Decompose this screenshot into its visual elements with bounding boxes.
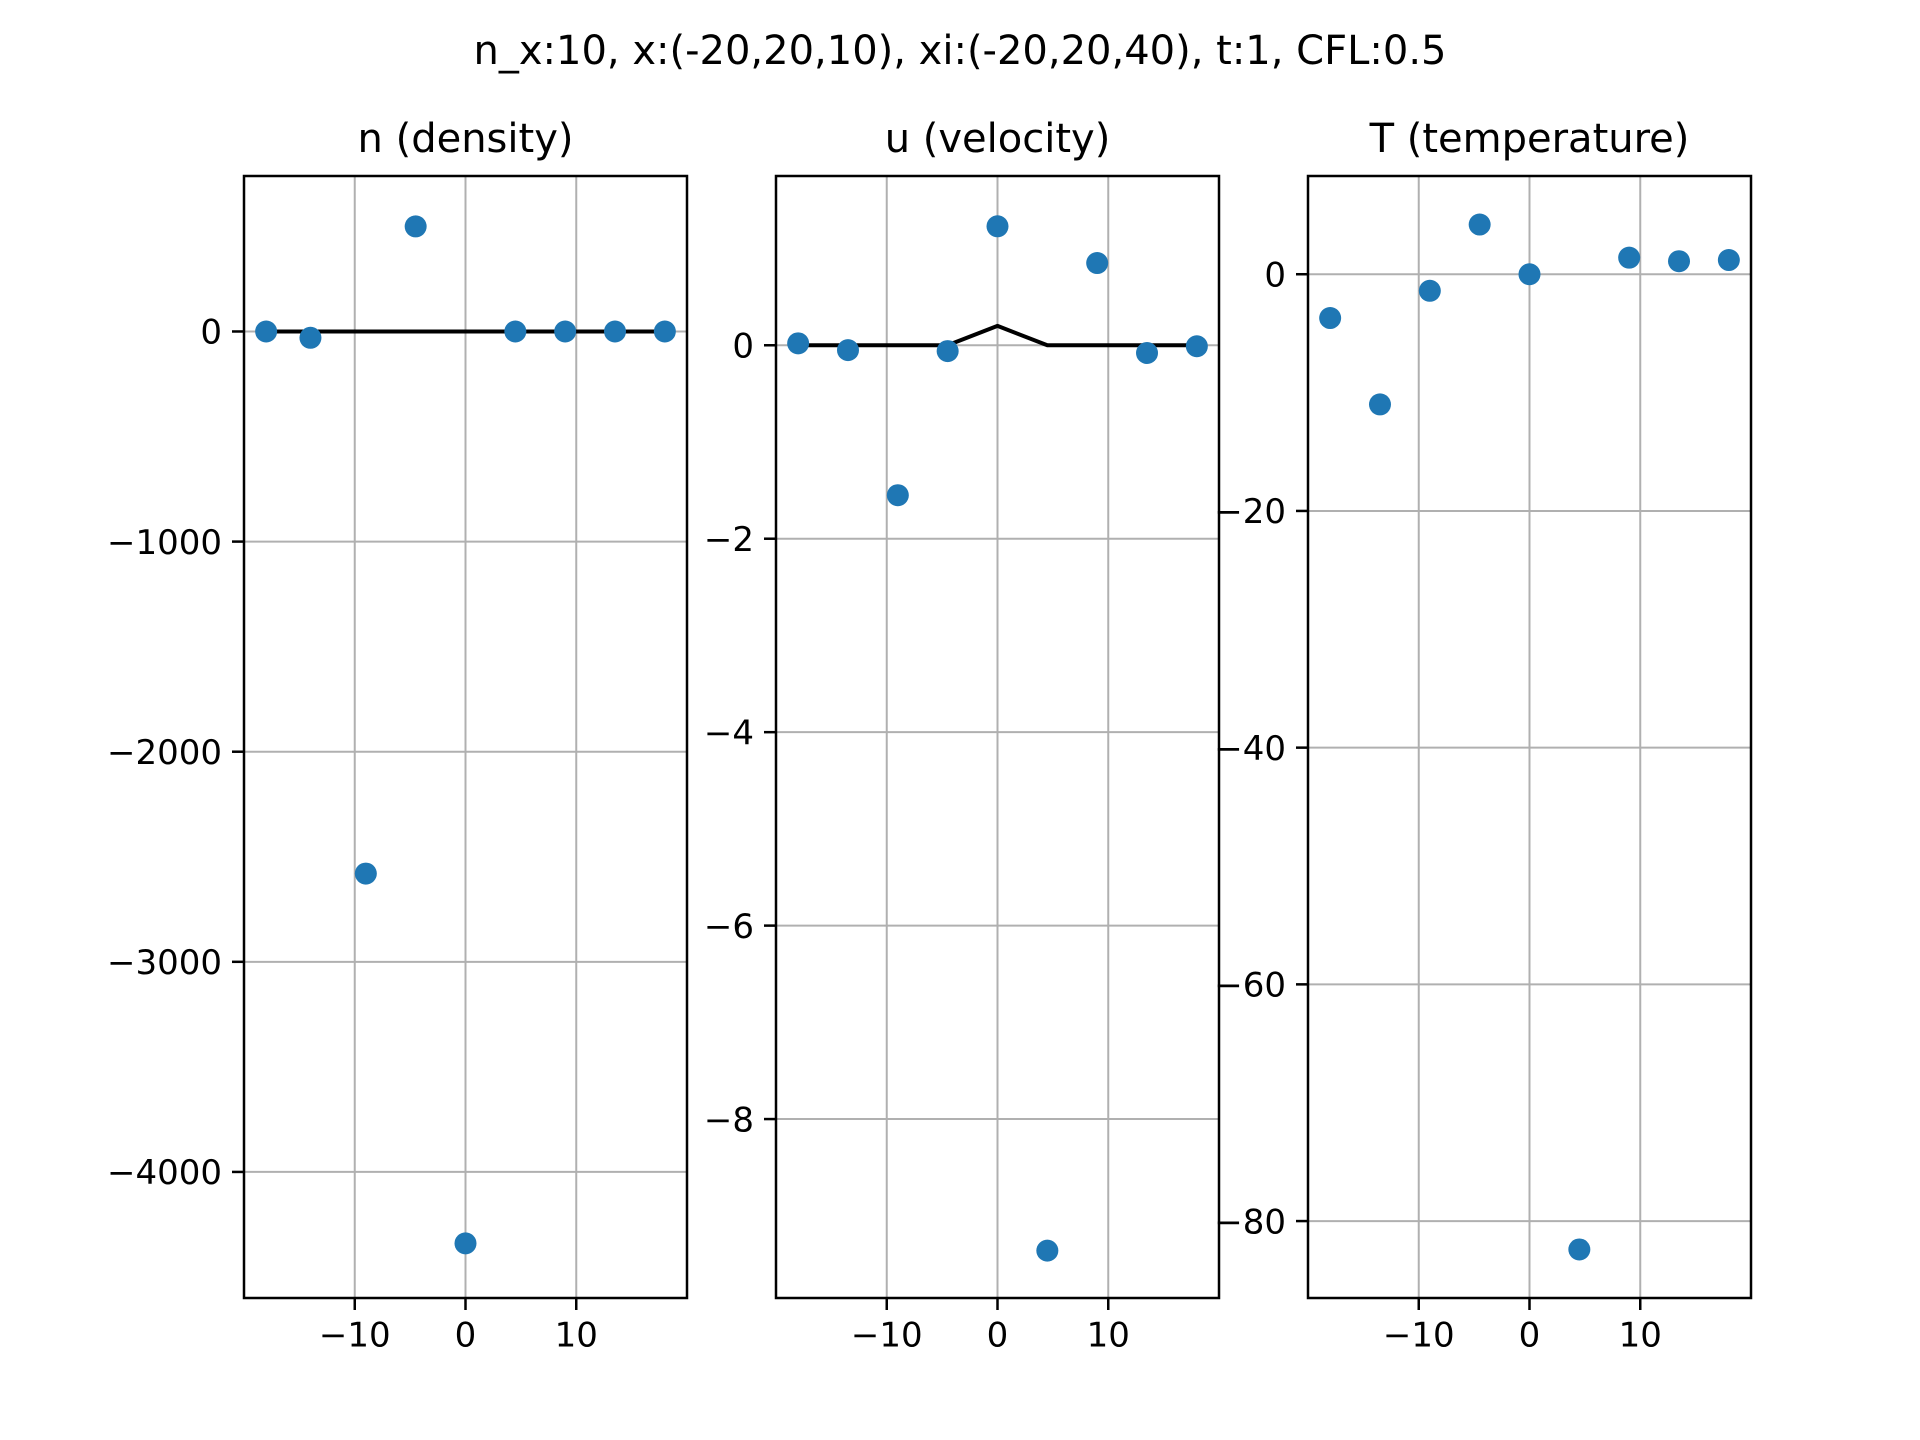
data-point bbox=[255, 320, 278, 343]
data-point bbox=[1618, 246, 1641, 269]
y-tick-label: 0 bbox=[200, 313, 222, 353]
data-point bbox=[1086, 252, 1109, 275]
y-tick-label: −2 bbox=[704, 520, 754, 560]
data-point bbox=[1136, 342, 1159, 365]
analytic-line bbox=[798, 323, 1197, 348]
data-point bbox=[1717, 249, 1740, 272]
data-point bbox=[1518, 263, 1541, 286]
subplot-2: −10 0 10 0 −2 −4 −6 −8 u (velocity) bbox=[704, 116, 1221, 1356]
y-tick-label: −40 bbox=[1214, 729, 1286, 769]
data-point bbox=[1668, 250, 1691, 273]
data-point bbox=[554, 320, 577, 343]
y-tick-label: −4000 bbox=[107, 1153, 222, 1193]
x-tick-label: 0 bbox=[987, 1316, 1009, 1356]
y-tick-label: −4 bbox=[704, 713, 754, 753]
subplot-title: u (velocity) bbox=[885, 116, 1111, 162]
x-tick-label: 10 bbox=[1087, 1316, 1130, 1356]
y-tick-label: −80 bbox=[1214, 1202, 1286, 1242]
data-point bbox=[1319, 307, 1342, 330]
y-tick-label: 0 bbox=[1264, 255, 1286, 295]
data-point bbox=[299, 326, 322, 349]
y-tick-label: −20 bbox=[1214, 492, 1286, 532]
data-point bbox=[787, 332, 810, 355]
data-point bbox=[454, 1232, 477, 1255]
x-tick-label: 0 bbox=[455, 1316, 477, 1356]
data-point bbox=[1568, 1238, 1591, 1261]
data-point bbox=[404, 215, 427, 238]
subplot-3: −10 0 10 0 −20 −40 −60 −80 T (temperature) bbox=[1214, 116, 1753, 1356]
data-point bbox=[1418, 279, 1441, 302]
data-point bbox=[1185, 335, 1208, 358]
y-tick-label: −6 bbox=[704, 907, 754, 947]
y-tick-label: −3000 bbox=[107, 943, 222, 983]
data-point bbox=[653, 320, 676, 343]
data-point bbox=[604, 320, 627, 343]
data-point bbox=[836, 339, 859, 362]
x-tick-label: 10 bbox=[555, 1316, 598, 1356]
data-point bbox=[936, 340, 959, 363]
figure-suptitle: n_x:10, x:(-20,20,10), xi:(-20,20,40), t… bbox=[474, 28, 1447, 74]
x-tick-label: −10 bbox=[851, 1316, 923, 1356]
x-tick-label: 10 bbox=[1619, 1316, 1662, 1356]
x-tick-label: −10 bbox=[319, 1316, 391, 1356]
y-tick-label: −60 bbox=[1214, 966, 1286, 1006]
x-tick-label: −10 bbox=[1383, 1316, 1455, 1356]
x-tick-label: 0 bbox=[1519, 1316, 1541, 1356]
data-point bbox=[986, 215, 1009, 238]
data-point bbox=[504, 320, 527, 343]
data-point bbox=[1368, 393, 1391, 416]
subplot-title: T (temperature) bbox=[1369, 116, 1690, 162]
data-point bbox=[1468, 213, 1491, 236]
y-tick-label: −8 bbox=[704, 1100, 754, 1140]
subplot-1: −10 0 10 0 −1000 −2000 −3000 −4000 n (density) bbox=[107, 116, 689, 1356]
y-tick-label: −2000 bbox=[107, 733, 222, 773]
y-tick-label: −1000 bbox=[107, 523, 222, 563]
data-point bbox=[354, 862, 377, 885]
data-point bbox=[886, 484, 909, 507]
subplot-title: n (density) bbox=[358, 116, 574, 162]
y-tick-label: 0 bbox=[732, 327, 754, 367]
data-point bbox=[1036, 1239, 1059, 1262]
